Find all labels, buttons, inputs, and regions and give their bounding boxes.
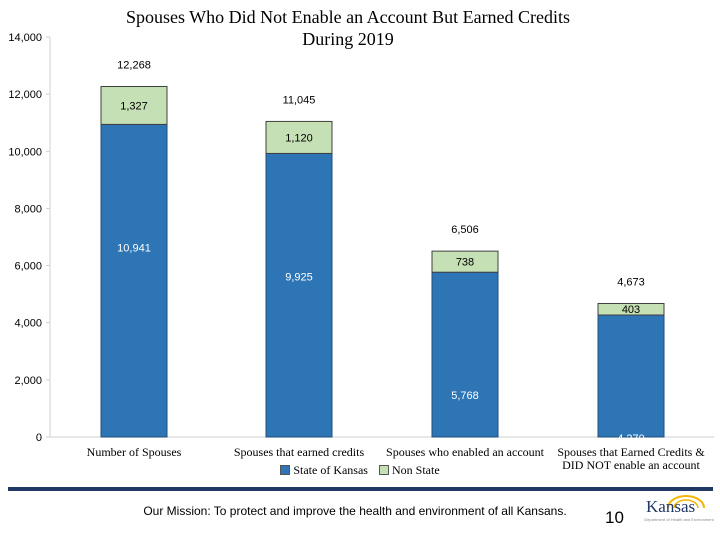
y-tick-label: 2,000 [14,375,42,387]
category-label: Spouses who enabled an account [380,446,550,459]
mission-statement: Our Mission: To protect and improve the … [143,504,567,518]
stacked-bar-chart: 0 2,000 4,000 6,000 8,000 10,000 12,000 14,000 1… [8,32,714,445]
legend-swatch-non-state [378,465,389,475]
category-label: Number of Spouses [49,446,219,459]
legend-label-non-state: Non State [391,463,440,477]
category-label-line: Number of Spouses [86,445,182,459]
logo-wordmark: Kansas [646,497,696,516]
y-tick-label: 12,000 [8,89,42,101]
category-label-line: Spouses who enabled an account [386,445,544,459]
category-label-line: DID NOT enable an account [562,458,700,472]
state-value-label: 4,270 [617,433,645,445]
bar-state-of-kansas [597,314,665,438]
category-label-line: Spouses that Earned Credits & [557,445,705,459]
legend-item-non-state: Non State [378,463,440,477]
legend: State of Kansas Non State [0,463,720,478]
non-state-value-label: 1,120 [285,132,313,144]
footer-divider [8,487,713,491]
category-label: Spouses that Earned Credits & DID NOT ena… [546,446,716,472]
state-value-label: 10,941 [117,242,151,254]
page-number: 10 [605,508,624,527]
non-state-value-label: 403 [622,304,640,316]
non-state-value-label: 1,327 [120,100,148,112]
logo-subtitle: Department of Health and Environment [644,517,714,522]
bar-non-state [431,250,499,273]
y-tick-label: 8,000 [14,203,42,215]
y-tick-label: 4,000 [14,318,42,330]
category-label: Spouses that earned credits [214,446,384,459]
total-label: 4,673 [617,276,645,288]
legend-label-state: State of Kansas [293,463,368,477]
y-tick-label: 6,000 [14,261,42,273]
sunrise-icon [667,495,705,509]
kansas-logo: Kansas Department of Health and Environm… [638,494,716,534]
bar-non-state [597,302,665,316]
y-tick-label: 0 [36,432,42,444]
legend-swatch-state [280,465,291,475]
y-tick-label: 10,000 [8,146,42,158]
chart-title: Spouses Who Did Not Enable an Account Bu… [80,6,616,50]
category-label-line: Spouses that earned credits [233,445,365,459]
chart-title-line-2: During 2019 [302,29,394,49]
non-state-value-label: 738 [456,257,474,269]
bar-state-of-kansas [265,152,333,438]
total-label: 6,506 [451,224,479,236]
y-tick-label: 14,000 [8,32,42,44]
bar-state-of-kansas [100,123,168,438]
chart-title-line-1: Spouses Who Did Not Enable an Account Bu… [125,7,571,27]
total-label: 11,045 [283,94,316,106]
bar-non-state [265,120,333,154]
bar-state-of-kansas [431,271,499,438]
total-label: 12,268 [117,59,151,71]
state-value-label: 9,925 [285,271,313,283]
bar-non-state [100,85,168,125]
legend-item-state: State of Kansas [280,463,368,477]
state-value-label: 5,768 [451,390,479,402]
